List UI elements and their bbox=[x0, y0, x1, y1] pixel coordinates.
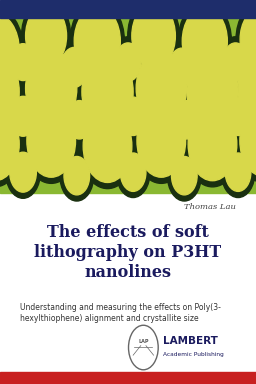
Circle shape bbox=[182, 7, 227, 75]
Circle shape bbox=[83, 109, 132, 182]
Circle shape bbox=[10, 152, 36, 192]
Circle shape bbox=[221, 147, 255, 197]
Circle shape bbox=[234, 44, 256, 133]
Circle shape bbox=[137, 104, 186, 177]
Circle shape bbox=[115, 43, 141, 81]
Circle shape bbox=[0, 7, 23, 93]
Circle shape bbox=[60, 151, 94, 201]
Circle shape bbox=[221, 91, 255, 142]
Circle shape bbox=[0, 45, 23, 138]
Circle shape bbox=[225, 153, 251, 191]
Text: Understanding and measuring the effects on Poly(3-
hexylthiophene) alignment and: Understanding and measuring the effects … bbox=[20, 303, 221, 323]
Circle shape bbox=[136, 51, 186, 126]
Circle shape bbox=[79, 103, 136, 189]
Circle shape bbox=[132, 3, 175, 68]
Circle shape bbox=[61, 47, 88, 87]
Bar bbox=[0, 372, 256, 384]
Text: LAP: LAP bbox=[138, 339, 149, 344]
Circle shape bbox=[132, 45, 190, 132]
Circle shape bbox=[23, 98, 80, 184]
Circle shape bbox=[6, 90, 40, 142]
Circle shape bbox=[169, 48, 195, 86]
Circle shape bbox=[0, 108, 19, 181]
Circle shape bbox=[74, 7, 120, 76]
Circle shape bbox=[26, 50, 77, 127]
Circle shape bbox=[82, 53, 133, 130]
Circle shape bbox=[240, 105, 256, 177]
Circle shape bbox=[64, 157, 90, 195]
Circle shape bbox=[165, 42, 199, 93]
Circle shape bbox=[172, 157, 197, 195]
Circle shape bbox=[67, 101, 92, 139]
Circle shape bbox=[27, 104, 76, 177]
Circle shape bbox=[22, 44, 81, 133]
Text: The effects of soft
lithography on P3HT
nanolines: The effects of soft lithography on P3HT … bbox=[35, 224, 221, 281]
Circle shape bbox=[178, 1, 231, 81]
Circle shape bbox=[78, 47, 137, 136]
Circle shape bbox=[236, 99, 256, 183]
Circle shape bbox=[22, 0, 71, 73]
Circle shape bbox=[219, 37, 252, 88]
Circle shape bbox=[167, 151, 201, 201]
Text: LAMBERT: LAMBERT bbox=[163, 336, 217, 346]
Circle shape bbox=[133, 98, 190, 184]
Bar bbox=[0, 18, 256, 193]
Circle shape bbox=[116, 91, 150, 142]
Circle shape bbox=[0, 102, 23, 187]
Circle shape bbox=[225, 97, 251, 136]
Circle shape bbox=[62, 94, 96, 145]
Circle shape bbox=[6, 146, 40, 198]
Circle shape bbox=[116, 147, 150, 197]
Text: Thomas Lau: Thomas Lau bbox=[184, 203, 236, 211]
Circle shape bbox=[0, 51, 19, 132]
Circle shape bbox=[120, 97, 146, 136]
Circle shape bbox=[187, 53, 238, 130]
Circle shape bbox=[70, 0, 124, 82]
Circle shape bbox=[57, 41, 92, 93]
Circle shape bbox=[11, 44, 35, 81]
Circle shape bbox=[174, 101, 200, 139]
Circle shape bbox=[183, 47, 242, 136]
Text: Academic Publishing: Academic Publishing bbox=[163, 352, 223, 357]
Circle shape bbox=[240, 8, 256, 71]
Circle shape bbox=[170, 94, 204, 145]
Circle shape bbox=[188, 108, 237, 181]
Circle shape bbox=[184, 102, 241, 187]
Circle shape bbox=[120, 153, 146, 191]
Circle shape bbox=[223, 43, 248, 81]
Circle shape bbox=[26, 5, 67, 67]
Circle shape bbox=[10, 96, 36, 136]
Circle shape bbox=[238, 50, 256, 127]
Circle shape bbox=[7, 38, 39, 87]
Circle shape bbox=[128, 0, 179, 74]
Circle shape bbox=[0, 13, 19, 86]
Circle shape bbox=[236, 2, 256, 77]
Circle shape bbox=[111, 37, 145, 88]
Bar bbox=[0, 0, 256, 18]
